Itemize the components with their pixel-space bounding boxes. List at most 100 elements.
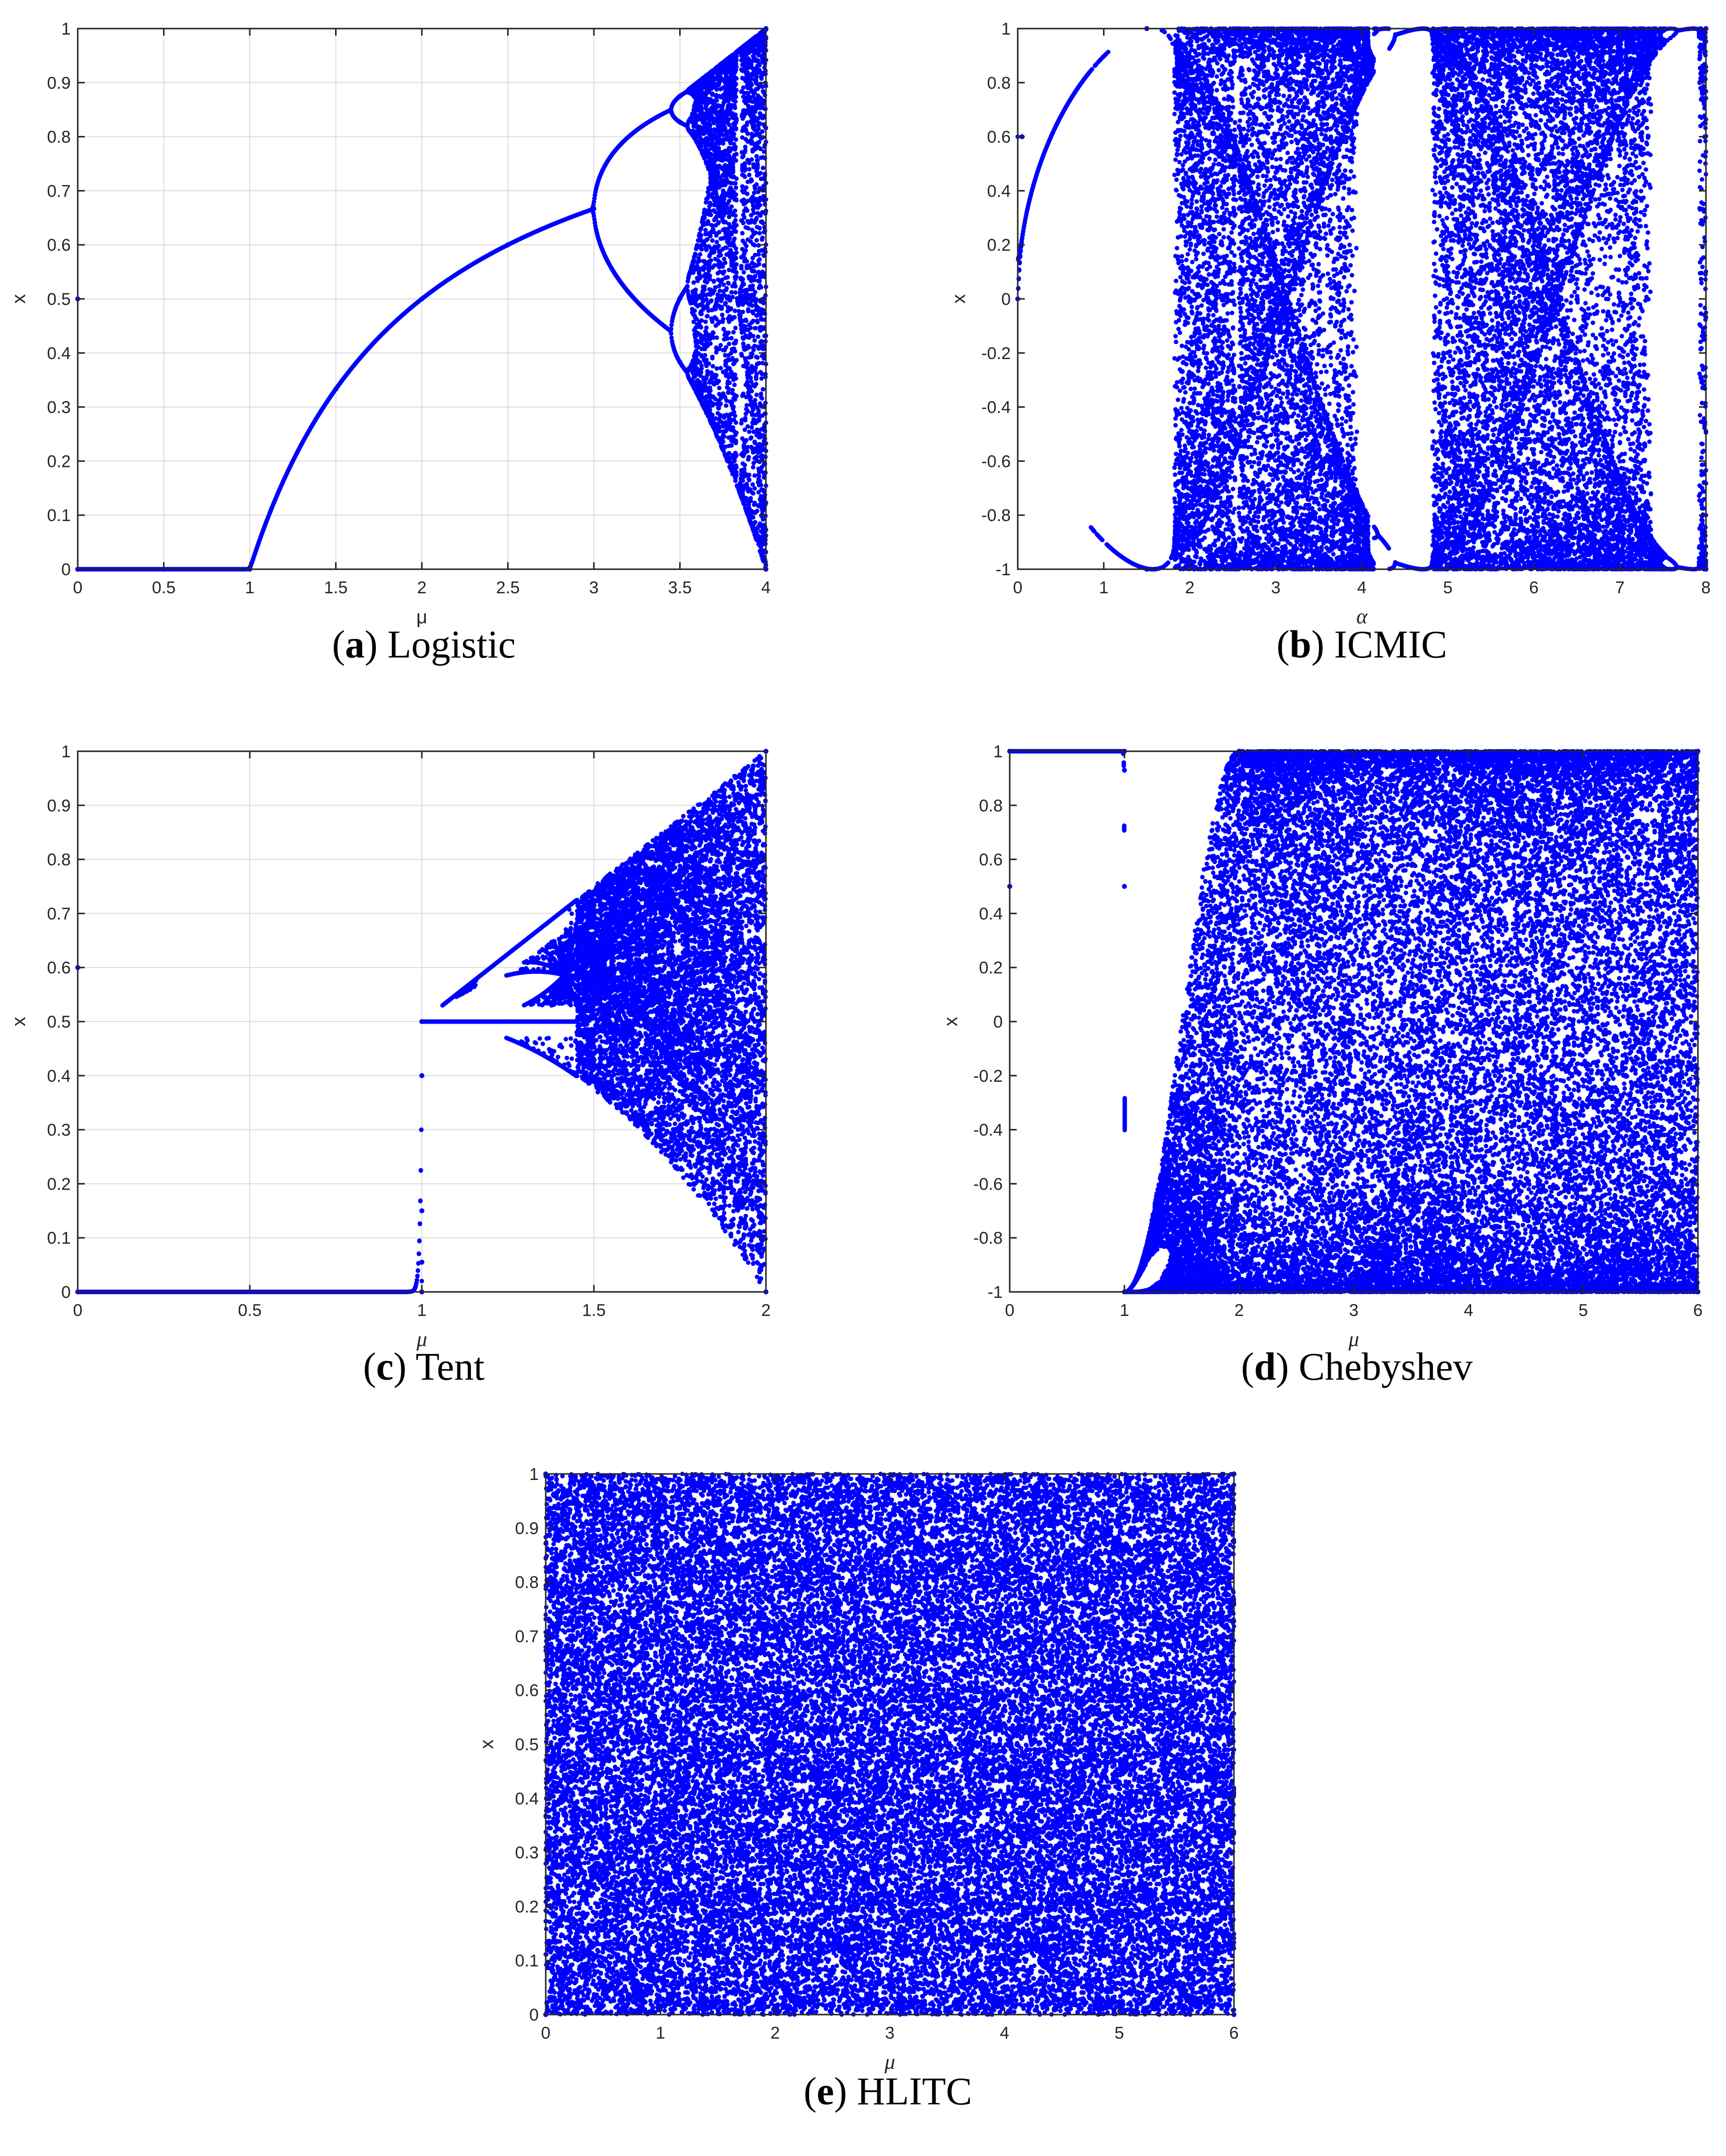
- axes-frame: [77, 750, 767, 1293]
- point-3: [419, 1073, 424, 1078]
- x-tick-label: 2: [770, 2024, 780, 2043]
- point-6: [1236, 749, 1242, 754]
- y-tick-label: 0.3: [47, 1121, 71, 1140]
- y-tick-label: 0.9: [47, 796, 71, 815]
- point-1: [1122, 749, 1127, 754]
- axes-frame: [1017, 28, 1707, 570]
- x-tick-label: 1.5: [324, 578, 348, 597]
- x-ticks: 0 1 2 3 4 5 6: [541, 1474, 1239, 2043]
- point-6: [419, 1019, 424, 1024]
- y-tick-label: 0.6: [47, 236, 71, 255]
- y-tick-label: 0.8: [47, 128, 71, 147]
- x-tick-label: 1: [656, 2024, 665, 2043]
- y-tick-label: 0.6: [987, 128, 1011, 147]
- x-tick-label: 0: [1005, 1301, 1015, 1320]
- key-points: [75, 26, 768, 572]
- point-2: [1144, 26, 1150, 31]
- y-tick-label: 0: [61, 1283, 71, 1302]
- point-1: [1019, 134, 1025, 139]
- point-8: [1695, 1289, 1700, 1294]
- x-tick-label: 3: [1349, 1301, 1359, 1320]
- y-tick-label: 0.5: [47, 1013, 71, 1032]
- y-tick-label: -1: [996, 560, 1011, 579]
- y-tick-label: 0.8: [987, 74, 1011, 93]
- point-0: [1007, 749, 1012, 754]
- y-tick-label: 0.6: [515, 1681, 539, 1700]
- point-7: [1695, 749, 1700, 754]
- caption-c: (c) Tent: [363, 1345, 485, 1388]
- x-tick-label: 6: [1693, 1301, 1703, 1320]
- x-tick-label: 5: [1443, 578, 1453, 597]
- x-ticks: 0 1 2 3 4 5 6 7 8: [1013, 29, 1711, 597]
- x-tick-label: 0: [73, 578, 83, 597]
- caption-letter: b: [1289, 622, 1312, 666]
- y-tick-label: 0.2: [515, 1897, 539, 1916]
- plot-area: [546, 1474, 1234, 2015]
- x-tick-label: 4: [1464, 1301, 1473, 1320]
- point-2: [1007, 884, 1012, 889]
- x-tick-label: 0.5: [152, 578, 176, 597]
- point-1: [161, 567, 167, 572]
- caption-b: (b) ICMIC: [1276, 622, 1448, 666]
- y-tick-label: 0.4: [47, 1067, 71, 1086]
- y-tick-label: 0.1: [515, 1951, 539, 1970]
- y-ticks: 0 0.1 0.2 0.3 0.4 0.5 0.6 0.7 0.8 0.9 1: [47, 742, 766, 1302]
- y-tick-label: 0.1: [47, 506, 71, 525]
- plot-area: [1010, 751, 1698, 1292]
- x-tick-label: 8: [1701, 578, 1711, 597]
- y-tick-label: 0.9: [515, 1519, 539, 1538]
- x-tick-label: 3: [885, 2024, 895, 2043]
- plot-area: [1018, 29, 1706, 569]
- x-tick-label: 5: [1115, 2024, 1124, 2043]
- y-axis-label: x: [940, 1017, 962, 1027]
- y-tick-label: 0.4: [987, 182, 1011, 201]
- point-12: [763, 567, 768, 572]
- grid: [77, 751, 766, 1292]
- x-tick-label: 2: [761, 1301, 771, 1320]
- caption-a: (a) Logistic: [332, 622, 516, 666]
- y-axis-label: x: [9, 1017, 30, 1027]
- caption-e: (e) HLITC: [804, 2069, 972, 2113]
- x-ticks: 0 1 2 3 4 5 6: [1005, 751, 1703, 1320]
- x-tick-label: 5: [1579, 1301, 1588, 1320]
- y-tick-label: -0.8: [973, 1229, 1003, 1248]
- point-5: [1531, 296, 1536, 301]
- y-tick-label: 0.2: [979, 958, 1003, 977]
- key-points: [75, 749, 768, 1294]
- key-points: [1015, 26, 1708, 572]
- y-ticks: 0 0.1 0.2 0.3 0.4 0.5 0.6 0.7 0.8 0.9 1: [515, 1465, 1234, 2025]
- point-8: [677, 360, 683, 365]
- y-tick-label: 0.5: [47, 290, 71, 309]
- point-2: [75, 965, 80, 970]
- point-0: [75, 567, 80, 572]
- y-ticks: -1 -0.8 -0.6 -0.4 -0.2 0 0.2 0.4 0.6 0.8 1: [981, 20, 1706, 579]
- point-3: [1144, 567, 1150, 572]
- point-7: [763, 749, 768, 754]
- x-tick-label: 2: [417, 578, 427, 597]
- y-tick-label: 0.9: [47, 74, 71, 93]
- point-7: [1703, 567, 1708, 572]
- x-tick-label: 3: [589, 578, 599, 597]
- y-tick-label: 0.8: [47, 851, 71, 870]
- point-4: [419, 1208, 424, 1214]
- point-0: [1015, 296, 1020, 301]
- y-tick-label: 0.2: [987, 236, 1011, 255]
- x-ticks: 0 0.5 1 1.5 2 2.5 3 3.5 4: [73, 29, 770, 597]
- y-tick-label: -0.6: [973, 1175, 1003, 1194]
- y-axis-label: x: [949, 294, 970, 304]
- plot-area: [78, 29, 766, 569]
- caption-text: Chebyshev: [1299, 1345, 1473, 1388]
- key-points: [543, 1471, 1236, 2017]
- point-3: [1231, 1471, 1236, 1476]
- axes-frame: [545, 1473, 1235, 2016]
- y-tick-label: 0.7: [47, 904, 71, 923]
- x-tick-label: 6: [1229, 2024, 1239, 2043]
- data-series: [1015, 26, 1708, 572]
- point-2: [247, 567, 252, 572]
- caption-text: ICMIC: [1334, 622, 1448, 666]
- y-tick-label: -0.2: [981, 344, 1011, 363]
- point-10: [677, 295, 683, 301]
